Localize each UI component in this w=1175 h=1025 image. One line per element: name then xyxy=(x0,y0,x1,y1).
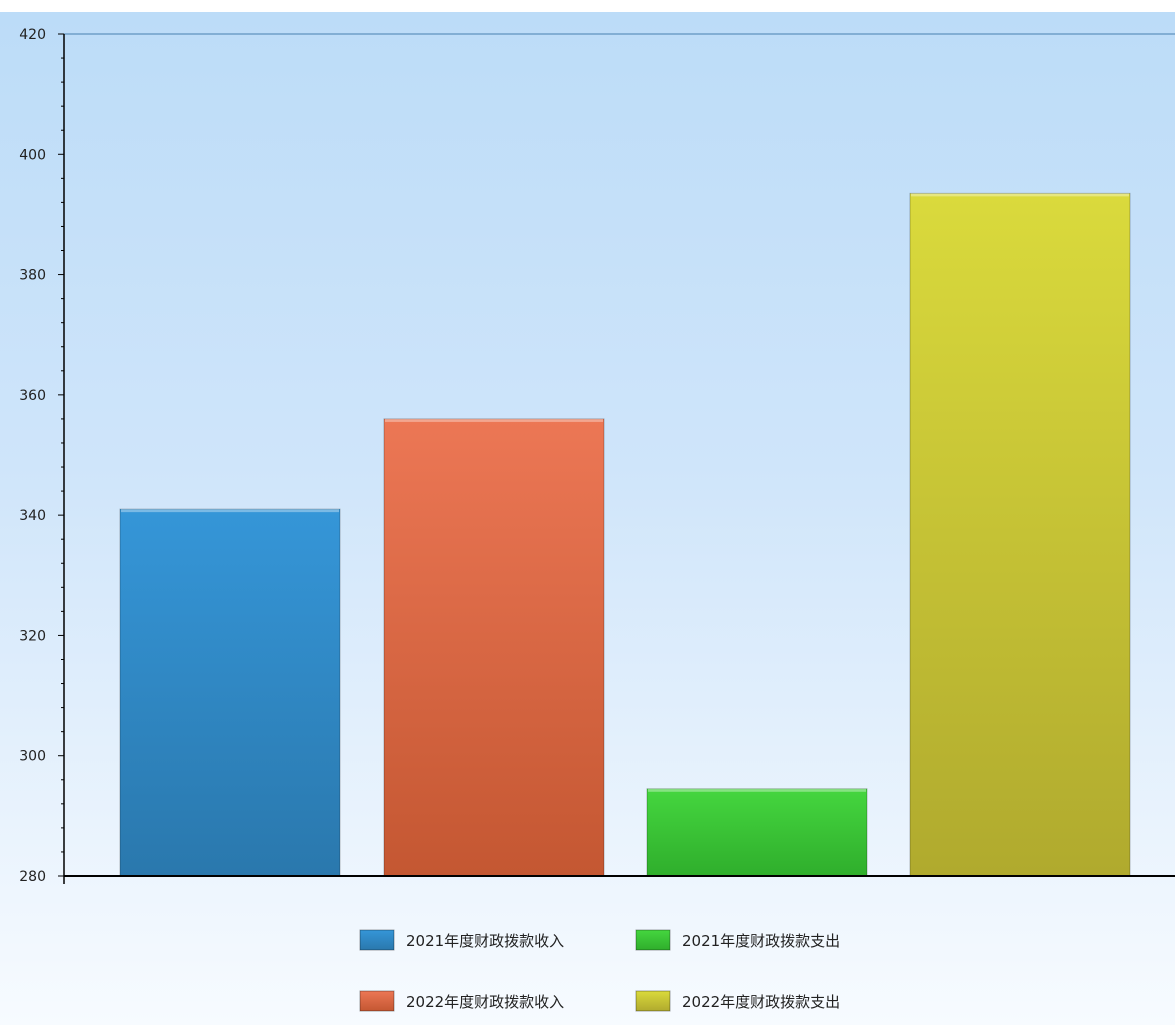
bar-2-highlight xyxy=(385,418,603,422)
y-tick-label-340: 340 xyxy=(19,508,46,524)
legend-swatch-1 xyxy=(359,929,395,951)
y-tick-label-360: 360 xyxy=(19,388,46,404)
y-tick-label-420: 420 xyxy=(19,27,46,43)
y-axis: 280 300 320 340 360 380 400 420 xyxy=(19,27,65,885)
bar-1 xyxy=(119,508,341,877)
bar-2 xyxy=(383,418,605,877)
y-tick-label-300: 300 xyxy=(19,749,46,765)
bar-1-highlight xyxy=(121,509,339,513)
legend-swatch-4 xyxy=(635,990,671,1012)
y-tick-label-400: 400 xyxy=(19,147,46,163)
legend-label-4: 2022年度财政拨款支出 xyxy=(682,993,840,1011)
bar-4-highlight xyxy=(911,193,1129,197)
legend-label-3: 2021年度财政拨款支出 xyxy=(682,932,840,950)
bar-4 xyxy=(909,192,1131,877)
y-tick-label-380: 380 xyxy=(19,268,46,284)
bar-3-highlight xyxy=(648,788,866,792)
legend-swatch-2 xyxy=(359,990,395,1012)
legend-swatch-3 xyxy=(635,929,671,951)
legend-label-2: 2022年度财政拨款收入 xyxy=(406,993,564,1011)
bars-group xyxy=(119,192,1131,877)
legend-label-1: 2021年度财政拨款收入 xyxy=(406,932,564,950)
y-tick-label-320: 320 xyxy=(19,628,46,644)
y-tick-label-280: 280 xyxy=(19,869,46,885)
bar-3 xyxy=(646,788,868,877)
clipped-top-caption xyxy=(0,0,1175,12)
legend: 2021年度财政拨款收入 2022年度财政拨款收入 2021年度财政拨款支出 2022… xyxy=(359,929,840,1012)
